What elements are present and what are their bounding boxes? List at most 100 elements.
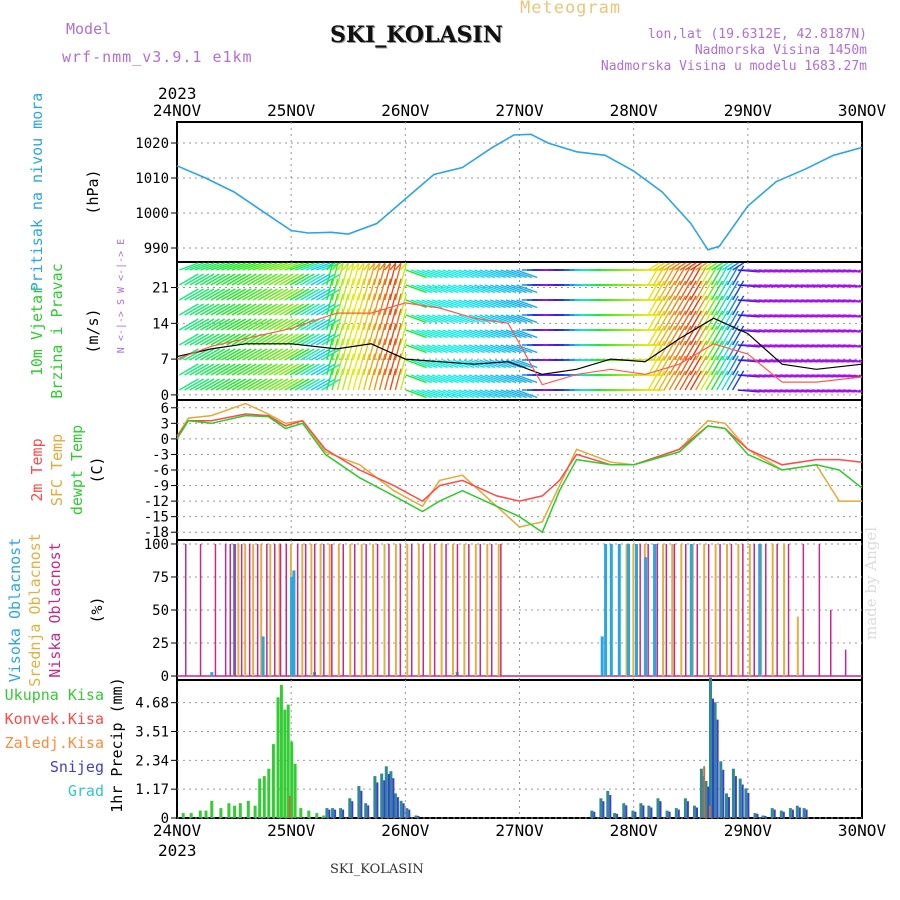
altitude-label: Nadmorska Visina 1450m — [694, 43, 867, 58]
wind-arrow — [721, 370, 734, 391]
wind-arrow — [194, 333, 215, 346]
wind-arrow — [474, 284, 496, 294]
cloud-mid-bar — [671, 544, 674, 677]
precip-snow-bar-inner — [408, 809, 411, 818]
y-tick-label: 1020 — [135, 136, 169, 152]
wind-arrow — [357, 263, 365, 286]
wind-arrow — [684, 265, 697, 286]
precip-snow-bar-inner — [659, 801, 662, 818]
wind-arrow — [663, 340, 676, 361]
wind-arrow — [394, 323, 402, 346]
wind-arrow — [453, 374, 475, 384]
precip-snow-bar — [719, 761, 723, 818]
wind-arrow — [247, 273, 268, 286]
wind-arrow — [437, 299, 459, 309]
wind-arrow — [399, 278, 407, 301]
wind-arrow — [442, 284, 464, 294]
cloud-low-label: Niska Oblacnost — [46, 542, 64, 677]
x-tick-label-bottom: 24NOV — [153, 821, 202, 840]
cloud-mid-bar — [680, 544, 683, 677]
wind-arrow — [279, 333, 299, 346]
wind-arrow — [321, 333, 341, 346]
wind-arrow — [215, 333, 236, 346]
wind-arrow — [341, 278, 349, 301]
wind-arrow — [221, 262, 241, 271]
cloud-low-bar — [279, 544, 282, 677]
wind-arrow — [331, 308, 339, 331]
wind-arrow — [268, 333, 289, 346]
precip-snow-bar-inner — [707, 786, 710, 818]
cloud-low-bar — [248, 544, 251, 677]
precip-snow-bar-inner — [696, 807, 698, 818]
wind-arrow — [447, 284, 469, 294]
wind-arrow — [289, 303, 310, 316]
wind-arrow — [310, 262, 331, 271]
precip-snow-bar-inner — [728, 797, 730, 818]
wind-arrow — [505, 359, 527, 369]
wind-arrow — [284, 288, 305, 301]
cloud-low-bar — [500, 544, 502, 677]
wind-arrow — [516, 314, 538, 324]
wind-arrow — [442, 299, 464, 309]
wind-arrow — [679, 340, 692, 361]
wind-arrow — [336, 338, 344, 361]
precip-snow-bar — [606, 790, 610, 818]
wind-arrow — [716, 262, 729, 271]
wind-arrow — [221, 288, 241, 301]
wind-arrow — [500, 299, 522, 309]
precip-total-bar — [315, 813, 319, 818]
wind-arrow — [331, 278, 339, 301]
wind-arrow — [653, 262, 665, 271]
cloud-mid-bar — [737, 544, 740, 677]
wind-arrow — [236, 348, 257, 361]
wind-arrow — [341, 368, 349, 391]
wind-arrow — [689, 310, 703, 331]
cloud-low-bar — [765, 544, 767, 677]
cloud-mid-bar — [383, 544, 386, 677]
cloud-high-bar — [644, 557, 648, 677]
wind-arrow — [647, 370, 660, 391]
wind-arrow — [510, 374, 533, 384]
cloud-mid-bar — [301, 544, 304, 677]
wind-arrow — [378, 353, 386, 376]
wind-arrow — [200, 318, 220, 331]
wind-arrow — [652, 295, 666, 316]
y-tick-label: -18 — [144, 525, 169, 541]
wind-arrow — [468, 269, 491, 279]
wind-arrow — [263, 262, 283, 271]
wind-arrow — [326, 278, 334, 301]
wind-arrow — [194, 273, 215, 286]
wind-arrow — [368, 278, 376, 301]
wind-arrow — [705, 280, 718, 301]
wind-arrow — [321, 348, 341, 361]
wind-arrow — [731, 310, 745, 331]
wind-arrow — [205, 288, 226, 301]
wind-arrow — [700, 370, 713, 391]
wind-arrow — [368, 368, 376, 391]
wind-arrow — [389, 338, 397, 361]
wind-arrow — [663, 265, 676, 286]
wind-arrow — [463, 299, 485, 309]
wind-arrow — [658, 280, 671, 301]
wind-arrow — [273, 348, 294, 361]
wind-arrow — [721, 295, 734, 316]
wind-arrow — [368, 353, 376, 376]
precip-total-bar — [290, 741, 294, 818]
wind-arrow — [673, 310, 687, 331]
wind-arrow — [378, 263, 386, 286]
wind-arrow — [289, 378, 310, 391]
wind-arrow — [416, 344, 438, 354]
bottom-station-label: SKI_KOLASIN — [330, 862, 424, 877]
cloud-mid-bar — [474, 544, 477, 677]
wind-arrow — [721, 265, 734, 286]
precip-snow-bar — [744, 788, 748, 818]
precip-conv-bar — [703, 766, 706, 819]
precip-snow-bar-inner — [367, 805, 370, 818]
wind-arrow — [389, 278, 397, 301]
wind-arrow — [705, 310, 718, 331]
wind-arrow — [336, 293, 344, 316]
cloud-low-bar — [639, 544, 641, 677]
wind-arrow — [226, 333, 247, 346]
wind-arrow — [315, 333, 336, 346]
wind-arrow — [410, 269, 433, 279]
